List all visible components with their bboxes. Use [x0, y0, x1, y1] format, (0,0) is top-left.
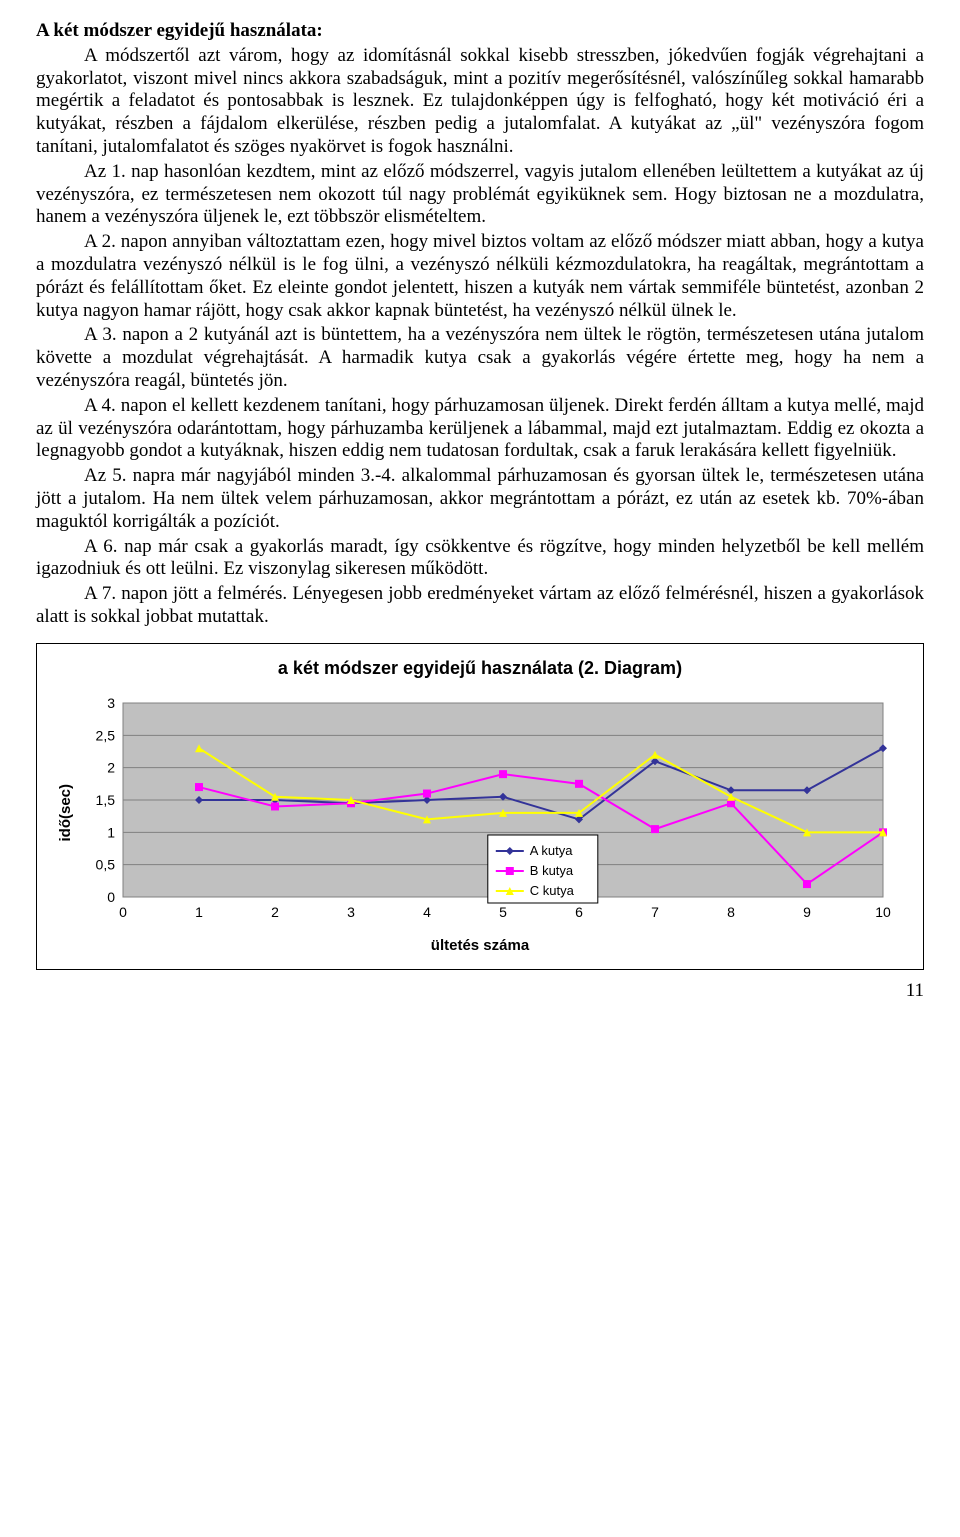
heading: A két módszer egyidejű használata: [36, 20, 924, 43]
svg-text:B kutya: B kutya [530, 863, 574, 878]
paragraph: A 4. napon el kellett kezdenem tanítani,… [36, 395, 924, 463]
svg-text:2: 2 [107, 760, 115, 776]
paragraph: A 7. napon jött a felmérés. Lényegesen j… [36, 583, 924, 629]
svg-text:8: 8 [727, 904, 735, 920]
svg-text:0: 0 [119, 904, 127, 920]
chart-plot: 0 0,5 1 1,5 2 2,5 3 0 1 2 3 4 5 6 7 8 9 10 A kutya B kutya C… [75, 697, 895, 927]
paragraph: A módszertől azt várom, hogy az idomítás… [36, 45, 924, 159]
svg-text:A kutya: A kutya [530, 843, 573, 858]
svg-text:3: 3 [347, 904, 355, 920]
paragraph: A 2. napon annyiban változtattam ezen, h… [36, 231, 924, 322]
chart-container: a két módszer egyidejű használata (2. Di… [36, 643, 924, 971]
paragraph: A 6. nap már csak a gyakorlás maradt, íg… [36, 536, 924, 582]
svg-text:C kutya: C kutya [530, 883, 575, 898]
chart-title: a két módszer egyidejű használata (2. Di… [51, 658, 909, 680]
svg-text:10: 10 [875, 904, 891, 920]
svg-text:1: 1 [195, 904, 203, 920]
page-number: 11 [36, 980, 924, 1003]
svg-text:1,5: 1,5 [96, 792, 116, 808]
paragraph: A 3. napon a 2 kutyánál azt is büntettem… [36, 324, 924, 392]
paragraph: Az 5. napra már nagyjából minden 3.-4. a… [36, 465, 924, 533]
chart-ylabel: idő(sec) [51, 784, 75, 842]
svg-text:2: 2 [271, 904, 279, 920]
paragraph: Az 1. nap hasonlóan kezdtem, mint az elő… [36, 161, 924, 229]
chart-xlabel: ültetés száma [51, 937, 909, 955]
svg-text:2,5: 2,5 [96, 728, 116, 744]
svg-text:6: 6 [575, 904, 583, 920]
svg-text:3: 3 [107, 697, 115, 711]
svg-text:9: 9 [803, 904, 811, 920]
svg-text:4: 4 [423, 904, 431, 920]
svg-text:7: 7 [651, 904, 659, 920]
svg-text:5: 5 [499, 904, 507, 920]
svg-text:1: 1 [107, 825, 115, 841]
svg-text:0,5: 0,5 [96, 857, 116, 873]
svg-text:0: 0 [107, 889, 115, 905]
